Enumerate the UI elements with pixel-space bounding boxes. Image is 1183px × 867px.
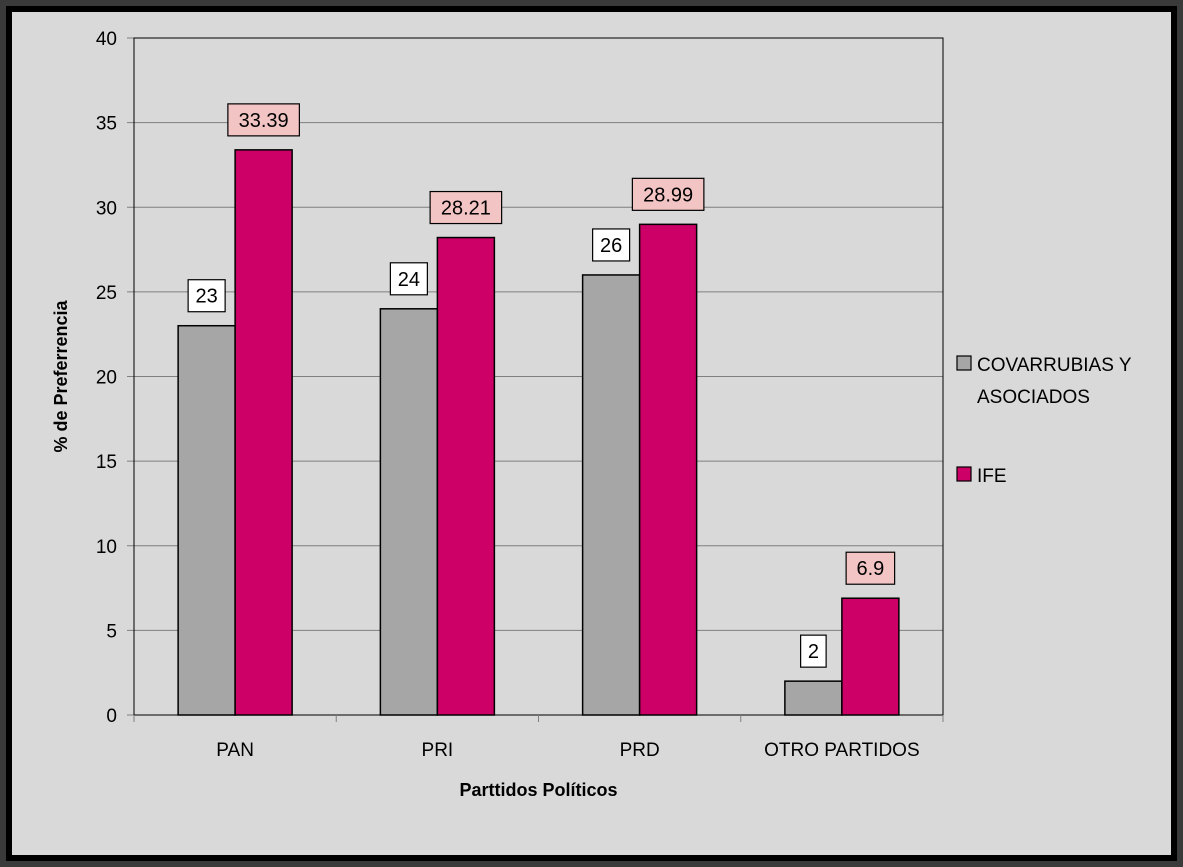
bar-covarrubias-y-asociados-otro-partidos: [785, 681, 842, 715]
y-tick-label-30: 30: [96, 198, 117, 219]
data-label-0-3: 2: [808, 641, 819, 663]
data-label-0-0: 23: [196, 286, 218, 308]
y-tick-label-40: 40: [96, 29, 117, 50]
data-label-1-0: 33.39: [239, 110, 289, 132]
legend-swatch-1: [957, 467, 971, 481]
data-label-0-1: 24: [398, 269, 420, 291]
y-tick-label-20: 20: [96, 368, 117, 389]
bar-ife-pan: [235, 150, 292, 715]
y-tick-label-35: 35: [96, 114, 117, 135]
y-tick-label-15: 15: [96, 452, 117, 473]
y-tick-label-10: 10: [96, 537, 117, 558]
bar-ife-otro-partidos: [842, 598, 899, 715]
legend-label-0-0: COVARRUBIAS Y: [977, 355, 1132, 376]
x-tick-label-3: OTRO PARTIDOS: [764, 740, 920, 761]
legend-label-1-0: IFE: [977, 466, 1007, 487]
chart-frame: 0 5 10 15 20 25 30 35 40 23 24 26 2 33.39 28.21 28.99 6.…: [6, 6, 1177, 861]
y-axis-title: % de Preferrencia: [51, 299, 71, 452]
bar-covarrubias-y-asociados-prd: [583, 275, 640, 715]
bar-covarrubias-y-asociados-pri: [380, 309, 437, 715]
data-label-1-1: 28.21: [441, 198, 491, 220]
x-axis-title: Parttidos Políticos: [459, 780, 617, 800]
legend-swatch-0: [957, 356, 971, 370]
bar-ife-pri: [437, 238, 494, 715]
y-tick-label-5: 5: [106, 621, 117, 642]
bar-covarrubias-y-asociados-pan: [178, 326, 235, 715]
x-tick-label-0: PAN: [216, 740, 254, 761]
data-label-1-2: 28.99: [643, 184, 693, 206]
bar-chart: 0 5 10 15 20 25 30 35 40 23 24 26 2 33.39 28.21 28.99 6.…: [12, 12, 1171, 855]
data-label-1-3: 6.9: [856, 558, 884, 580]
legend-label-0-1: ASOCIADOS: [977, 387, 1090, 408]
x-tick-label-2: PRD: [620, 740, 660, 761]
y-tick-label-0: 0: [106, 706, 117, 727]
data-label-0-2: 26: [600, 235, 622, 257]
y-tick-label-25: 25: [96, 283, 117, 304]
bar-ife-prd: [640, 224, 697, 715]
x-tick-label-1: PRI: [422, 740, 454, 761]
